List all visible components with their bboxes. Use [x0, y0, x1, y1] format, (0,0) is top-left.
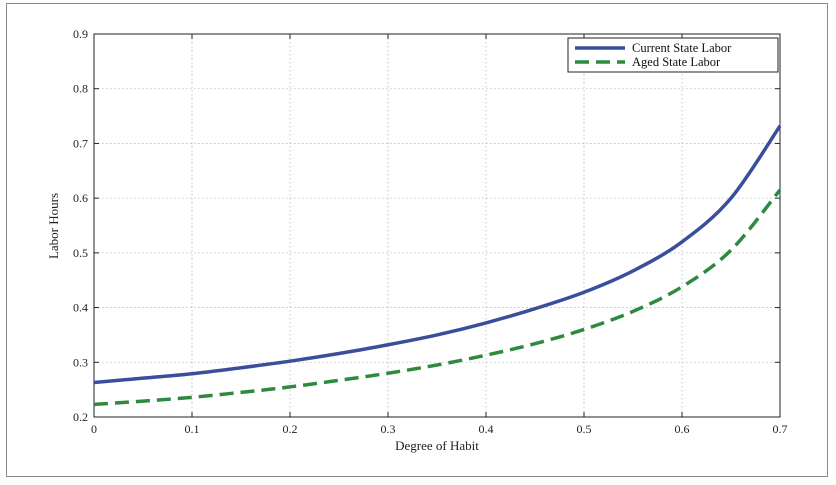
y-tick-label: 0.5	[73, 246, 88, 260]
figure-frame	[6, 3, 828, 477]
x-tick-label: 0.4	[479, 422, 494, 436]
y-tick-label: 0.4	[73, 301, 88, 315]
series-line-current-state-labor	[93, 124, 782, 385]
plot-area-border	[93, 33, 781, 418]
series-line-aged-state-labor	[93, 188, 782, 407]
y-tick-label: 0.2	[73, 410, 88, 424]
x-tick-label: 0.2	[283, 422, 298, 436]
legend-label-current-state-labor: Current State Labor	[632, 41, 732, 55]
y-tick-label: 0.9	[73, 27, 88, 41]
x-tick-label: 0.3	[381, 422, 396, 436]
axis-ticks: 0 0.1 0.2 0.3 0.4 0.5 0.6 0.7 0.2 0.3 0.4 0.5 0.6 0.7…	[73, 27, 788, 436]
series-lines	[93, 124, 782, 407]
y-tick-label: 0.6	[73, 191, 88, 205]
x-axis-title: Degree of Habit	[395, 438, 479, 453]
x-tick-label: 0.5	[577, 422, 592, 436]
x-tick-label: 0.7	[773, 422, 788, 436]
legend-box	[567, 37, 779, 73]
x-tick-label: 0.6	[675, 422, 690, 436]
x-tick-label: 0.1	[185, 422, 200, 436]
y-tick-label: 0.8	[73, 82, 88, 96]
y-axis-title: Labor Hours	[46, 193, 61, 259]
x-tick-label: 0	[91, 422, 97, 436]
grid	[94, 34, 780, 417]
y-tick-label: 0.3	[73, 355, 88, 369]
legend-label-aged-state-labor: Aged State Labor	[632, 55, 721, 69]
legend: Current State Labor Aged State Labor	[567, 37, 779, 73]
y-tick-label: 0.7	[73, 136, 88, 150]
